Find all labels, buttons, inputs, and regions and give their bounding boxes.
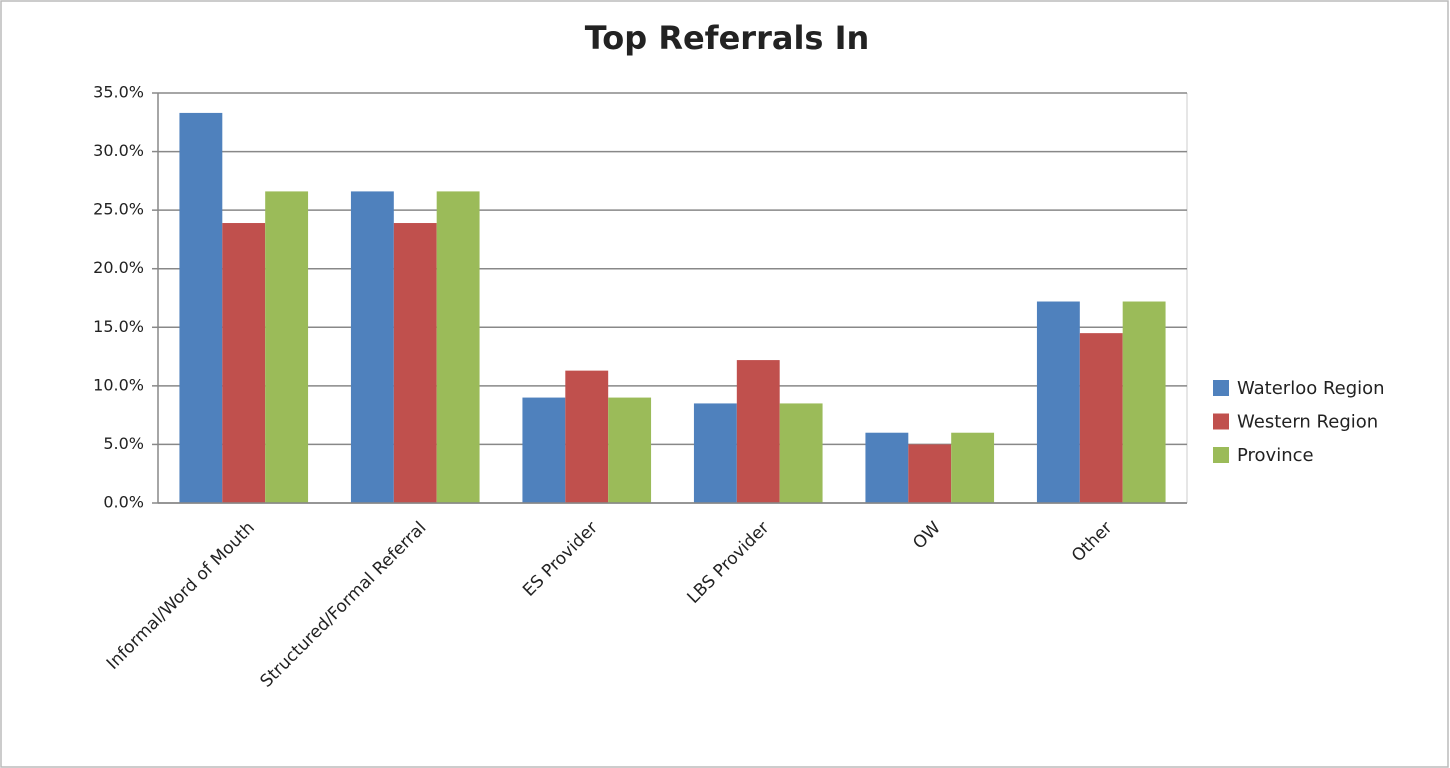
bar <box>393 223 437 503</box>
y-tick-label: 25.0% <box>93 200 144 219</box>
legend-label: Western Region <box>1237 412 1378 433</box>
legend-swatch <box>1213 447 1229 463</box>
bar <box>1036 301 1080 503</box>
y-tick-label: 30.0% <box>93 141 144 160</box>
bar <box>522 397 566 503</box>
bar <box>565 370 609 503</box>
chart-title: Top Referrals In <box>585 19 870 57</box>
y-tick-label: 15.0% <box>93 317 144 336</box>
y-tick-label: 5.0% <box>103 434 144 453</box>
y-tick-label: 0.0% <box>103 493 144 512</box>
bar <box>179 112 223 504</box>
legend-swatch <box>1213 413 1229 430</box>
legend-label: Province <box>1237 445 1314 466</box>
bar <box>693 403 737 503</box>
bar <box>350 191 394 503</box>
bar <box>1122 301 1166 503</box>
bar <box>908 444 952 503</box>
legend-label: Waterloo Region <box>1237 378 1385 399</box>
bar <box>436 191 480 503</box>
y-tick-label: 10.0% <box>93 375 144 394</box>
bar <box>779 403 823 503</box>
bar <box>608 397 652 503</box>
bar <box>951 432 995 503</box>
y-tick-label: 20.0% <box>93 258 144 277</box>
bar <box>222 223 266 503</box>
bar <box>1079 333 1123 503</box>
bar <box>736 360 780 503</box>
legend-swatch <box>1213 380 1229 396</box>
bar <box>265 191 309 503</box>
y-tick-label: 35.0% <box>93 83 144 102</box>
bar <box>865 432 909 503</box>
